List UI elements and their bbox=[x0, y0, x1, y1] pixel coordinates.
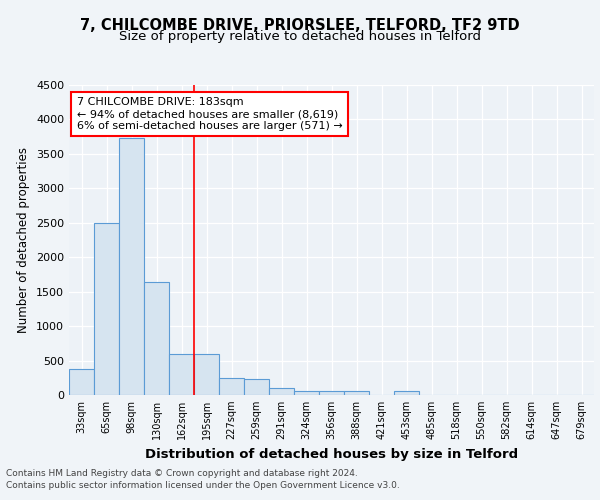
Y-axis label: Number of detached properties: Number of detached properties bbox=[17, 147, 31, 333]
Bar bbox=[219, 378, 244, 395]
Bar bbox=[244, 379, 269, 395]
Bar bbox=[269, 388, 294, 395]
Bar bbox=[169, 354, 194, 395]
Bar bbox=[194, 354, 219, 395]
Bar bbox=[394, 391, 419, 395]
Text: 7 CHILCOMBE DRIVE: 183sqm
← 94% of detached houses are smaller (8,619)
6% of sem: 7 CHILCOMBE DRIVE: 183sqm ← 94% of detac… bbox=[77, 98, 343, 130]
Bar bbox=[144, 282, 169, 395]
Text: Size of property relative to detached houses in Telford: Size of property relative to detached ho… bbox=[119, 30, 481, 43]
Bar bbox=[119, 138, 144, 395]
Bar bbox=[344, 391, 369, 395]
Text: Contains public sector information licensed under the Open Government Licence v3: Contains public sector information licen… bbox=[6, 481, 400, 490]
Bar bbox=[69, 369, 94, 395]
Bar bbox=[94, 223, 119, 395]
Text: Contains HM Land Registry data © Crown copyright and database right 2024.: Contains HM Land Registry data © Crown c… bbox=[6, 468, 358, 477]
Bar bbox=[294, 391, 319, 395]
Text: 7, CHILCOMBE DRIVE, PRIORSLEE, TELFORD, TF2 9TD: 7, CHILCOMBE DRIVE, PRIORSLEE, TELFORD, … bbox=[80, 18, 520, 32]
Bar bbox=[319, 391, 344, 395]
X-axis label: Distribution of detached houses by size in Telford: Distribution of detached houses by size … bbox=[145, 448, 518, 460]
